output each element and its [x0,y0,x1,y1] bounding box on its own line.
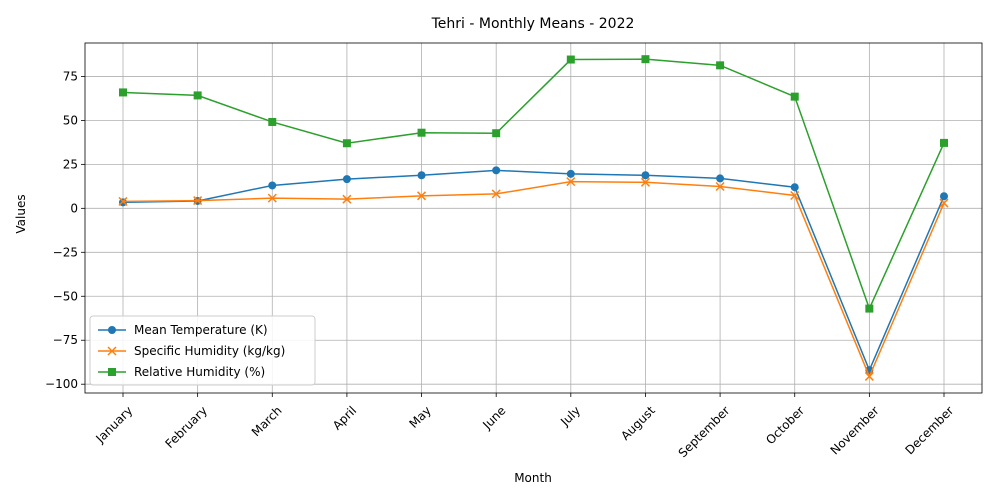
y-tick-label: 50 [63,113,78,127]
data-point-2 [268,117,277,126]
legend-box [89,315,316,386]
data-point-2 [641,55,650,64]
data-point-0 [566,169,575,178]
legend-entry-label: Specific Humidity (kg/kg) [134,344,285,358]
data-point-1 [640,177,650,187]
data-point-0 [940,192,948,201]
x-marker-stroke [118,196,128,206]
x-marker-stroke [342,194,352,204]
data-point-1 [939,198,949,208]
x-marker-stroke [640,177,650,187]
x-marker-stroke [939,198,949,208]
data-point-2 [716,61,725,70]
data-point-0 [417,171,426,180]
x-marker-stroke [715,181,725,192]
data-point-2 [566,55,575,64]
x-marker-stroke [790,190,800,201]
data-point-1 [267,193,277,203]
data-point-2 [417,128,426,137]
x-marker-stroke [417,191,427,201]
series-line-1 [122,180,945,379]
y-tick-label: −50 [53,289,78,303]
axes [81,42,983,397]
legend: Mean Temperature (K) Specific Humidity (k… [89,315,316,386]
x-marker-stroke [491,189,501,199]
data-point-0 [716,174,725,183]
chart-title: Tehri - Monthly Means - 2022 [431,16,635,32]
y-tick-label: 0 [70,201,78,215]
data-point-0 [641,171,650,180]
series-line-2 [122,58,945,311]
data-point-2 [193,91,202,100]
data-point-1 [715,181,725,192]
data-point-1 [193,196,203,206]
legend-entry-label: Relative Humidity (%) [134,365,265,379]
data-point-1 [118,196,128,206]
x-marker-stroke [864,371,874,381]
data-point-2 [342,139,351,148]
data-point-1 [864,371,874,381]
legend-entry-label: Mean Temperature (K) [134,323,268,337]
y-tick-label: −25 [53,245,78,259]
data-point-0 [342,175,351,184]
data-point-0 [268,181,277,190]
data-point-2 [865,304,874,313]
data-point-1 [342,194,352,204]
data-point-2 [790,92,799,101]
plot-frame [84,42,983,394]
data-point-1 [566,177,576,187]
data-point-2 [119,88,127,97]
x-axis-label: Month [514,471,552,485]
legend-swatch-marker [108,326,116,334]
data-point-2 [492,129,501,138]
y-tick-label: 25 [63,157,78,171]
x-marker-stroke [193,196,203,206]
data-point-2 [940,138,948,147]
data-point-0 [790,183,799,192]
data-point-0 [492,166,501,175]
x-marker-stroke [107,346,117,356]
grid-lines [85,43,982,393]
series-line-0 [122,169,945,373]
x-marker-stroke [267,193,277,203]
y-tick-label: −100 [45,377,78,391]
data-point-1 [790,190,800,201]
y-tick-label: −75 [53,333,78,347]
legend-swatch-marker [108,368,116,376]
data-point-1 [491,189,501,199]
series-layer [118,55,949,381]
legend-swatch-marker [107,346,117,356]
y-tick-label: 75 [63,69,78,83]
data-point-1 [417,191,427,201]
y-axis-label: Values [14,194,28,233]
x-marker-stroke [566,177,576,187]
